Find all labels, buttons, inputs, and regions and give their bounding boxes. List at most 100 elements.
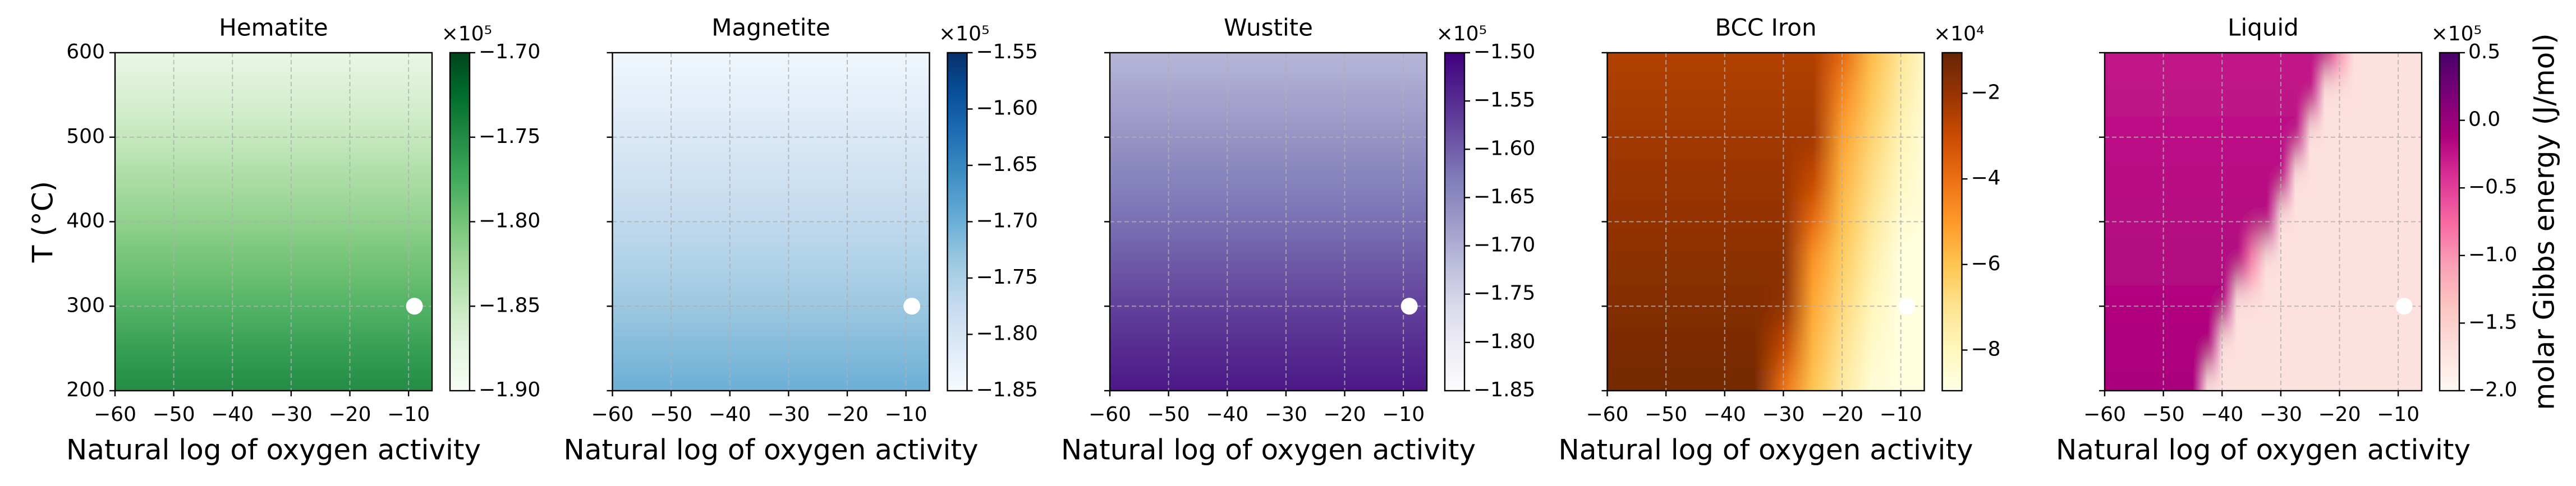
heatmap-row (2105, 158, 2422, 201)
colorbar-label: molar Gibbs energy (J/mol) (2528, 33, 2561, 410)
heatmap (1110, 53, 1427, 391)
colorbar-multiplier: ×10⁵ (2431, 22, 2482, 45)
x-tick-label: −20 (826, 403, 869, 426)
x-axis-label: Natural log of oxygen activity (2056, 434, 2471, 466)
heatmap-row (1110, 73, 1427, 117)
heatmap-row (115, 327, 432, 370)
colorbar-tick-label: −1.65 (1473, 185, 1535, 208)
colorbar-tick-label: −1.65 (976, 153, 1038, 176)
heatmap-field (2105, 53, 2422, 391)
colorbar-tick-label: −6 (1971, 252, 2001, 275)
colorbar-tick-label: −1.80 (1473, 330, 1535, 353)
heatmap-row (1607, 53, 1925, 75)
chart-title: Hematite (219, 14, 328, 41)
colorbar-tick-label: −1.90 (479, 378, 540, 401)
heatmap-row (1607, 327, 1925, 370)
y-tick-label: 400 (66, 210, 105, 233)
x-tick-label: −50 (2142, 403, 2185, 426)
colorbar (1941, 52, 1963, 392)
colorbar-tick-label: −1.75 (1473, 282, 1535, 305)
colorbar-tick-label: −1.5 (2468, 311, 2517, 334)
colorbar-tick-label: −1.70 (976, 210, 1038, 233)
colorbar-tick-label: 0.0 (2468, 108, 2500, 131)
x-tick-label: −50 (153, 403, 195, 426)
x-tick-label: −30 (270, 403, 313, 426)
heatmap-row (1607, 243, 1925, 286)
x-tick-label: −40 (2201, 403, 2243, 426)
heatmap-row (1110, 369, 1427, 391)
colorbar-tick-label: −1.85 (1473, 378, 1535, 401)
colorbar-tick-label: −4 (1971, 166, 2001, 189)
x-axis-label: Natural log of oxygen activity (563, 434, 978, 466)
heatmap-row (115, 369, 432, 391)
x-tick-label: −30 (2260, 403, 2302, 426)
x-tick-label: −60 (1089, 403, 1131, 426)
x-tick-label: −10 (1382, 403, 1425, 426)
heatmap-row (2105, 73, 2422, 117)
heatmap-row (612, 243, 930, 286)
colorbar-multiplier: ×10⁴ (1934, 22, 1984, 45)
heatmap-row (2105, 243, 2422, 286)
x-tick-label: −40 (1703, 403, 1746, 426)
colorbar-tick-label: −1.75 (976, 266, 1038, 289)
colorbar-tick-label: −1.0 (2468, 243, 2517, 266)
heatmap-field (1110, 53, 1427, 391)
heatmap-row (612, 53, 930, 75)
x-tick-label: −40 (1206, 403, 1248, 426)
x-tick-label: −10 (387, 403, 430, 426)
heatmap-row (612, 327, 930, 370)
x-tick-label: −30 (1265, 403, 1307, 426)
colorbar-tick-label: −1.70 (1473, 234, 1535, 257)
heatmap-row (1607, 158, 1925, 201)
y-tick-label: 600 (66, 40, 105, 63)
x-tick-label: −50 (650, 403, 692, 426)
x-tick-label: −20 (1821, 403, 1863, 426)
colorbar-multiplier: ×10⁵ (939, 22, 989, 45)
heatmap-row (2105, 53, 2422, 75)
x-tick-label: −50 (1645, 403, 1687, 426)
chart-title: BCC Iron (1715, 14, 1816, 41)
heatmap-row (1110, 53, 1427, 75)
colorbar-tick-label: −1.60 (976, 97, 1038, 120)
x-tick-label: −60 (94, 403, 136, 426)
y-axis-label: T (°C) (27, 181, 59, 263)
marker-point (406, 298, 423, 315)
x-axis-label: Natural log of oxygen activity (66, 434, 481, 466)
colorbar-tick-label: 0.5 (2468, 40, 2500, 63)
marker-point (1898, 298, 1916, 315)
marker-point (1401, 298, 1418, 315)
marker-point (903, 298, 921, 315)
x-tick-label: −20 (2318, 403, 2361, 426)
y-tick-label: 300 (66, 294, 105, 317)
heatmap-row (115, 158, 432, 201)
x-axis-label: Natural log of oxygen activity (1061, 434, 1476, 466)
colorbar-tick-label: −1.85 (976, 378, 1038, 401)
chart-title: Liquid (2228, 14, 2299, 41)
colorbar-tick-label: −1.60 (1473, 137, 1535, 160)
colorbar-tick-label: −1.50 (1473, 40, 1535, 63)
x-tick-label: −40 (709, 403, 751, 426)
x-tick-label: −60 (2083, 403, 2126, 426)
x-tick-label: −10 (885, 403, 927, 426)
x-axis-label: Natural log of oxygen activity (1558, 434, 1973, 466)
y-tick-label: 500 (66, 125, 105, 148)
heatmap-row (1607, 73, 1925, 117)
heatmap-row (115, 53, 432, 75)
colorbar (449, 52, 471, 392)
x-tick-label: −10 (1880, 403, 1922, 426)
colorbar-multiplier: ×10⁵ (442, 22, 492, 45)
colorbar-tick-label: −1.75 (479, 125, 540, 148)
heatmap-row (612, 73, 930, 117)
chart-title: Magnetite (711, 14, 830, 41)
heatmap-row (1110, 158, 1427, 201)
colorbar-tick-label: −1.80 (479, 210, 540, 233)
heatmap-row (1607, 369, 1925, 391)
colorbar (947, 52, 968, 392)
x-tick-label: −10 (2377, 403, 2419, 426)
marker-point (2395, 298, 2413, 315)
chart-title: Wustite (1224, 14, 1313, 41)
colorbar-tick-label: −8 (1971, 337, 2001, 360)
heatmap (2105, 53, 2422, 391)
colorbar (2439, 52, 2460, 392)
